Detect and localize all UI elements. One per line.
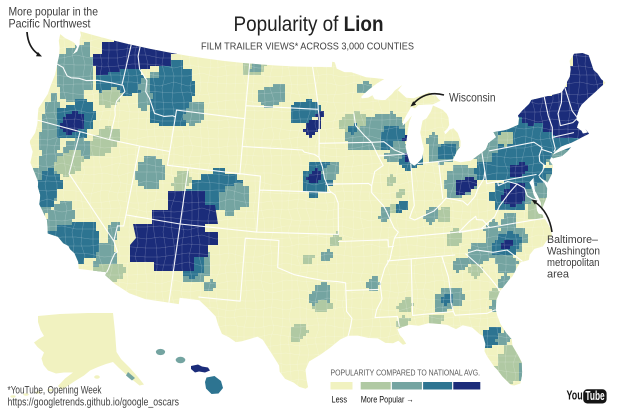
svg-text:More popular in the: More popular in the (9, 6, 99, 19)
svg-text:More Popular →: More Popular → (361, 394, 414, 405)
svg-text:Washington: Washington (547, 246, 600, 258)
svg-text:Pacific Northwest: Pacific Northwest (9, 17, 92, 30)
svg-text:Less: Less (332, 394, 348, 405)
svg-text:Tube: Tube (585, 389, 604, 403)
svg-text:FILM TRAILER VIEWS* ACROSS 3,0: FILM TRAILER VIEWS* ACROSS 3,000 COUNTIE… (201, 42, 414, 53)
svg-text:*YouTube, Opening Week: *YouTube, Opening Week (8, 385, 102, 397)
svg-text:metropolitan: metropolitan (547, 257, 600, 269)
svg-text:https://googletrends.github.io: https://googletrends.github.io/google_os… (8, 397, 180, 409)
svg-text:You: You (567, 389, 583, 403)
svg-text:Popularity of Lion: Popularity of Lion (234, 12, 384, 36)
svg-text:Baltimore–: Baltimore– (547, 234, 599, 246)
svg-text:POPULARITY COMPARED TO NATIONA: POPULARITY COMPARED TO NATIONAL AVG. (331, 368, 481, 378)
svg-text:area: area (547, 269, 570, 281)
svg-text:Wisconsin: Wisconsin (449, 92, 496, 105)
